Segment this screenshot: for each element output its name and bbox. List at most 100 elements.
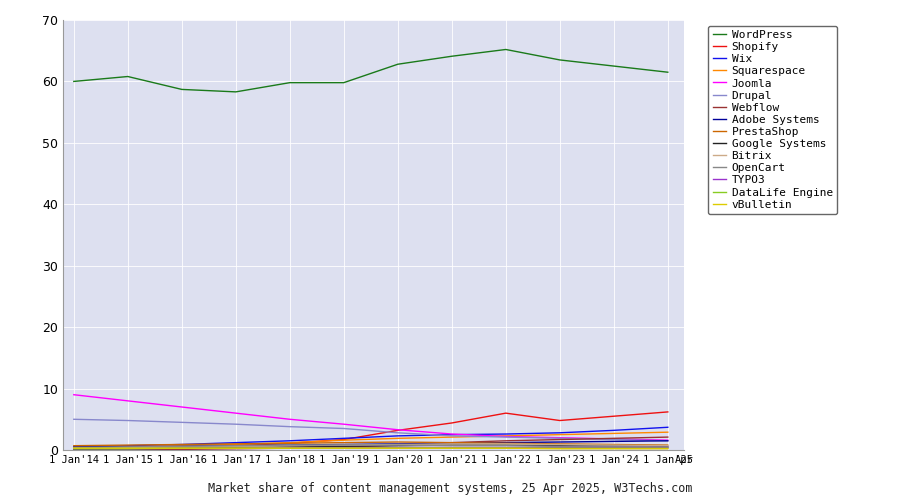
Webflow	[554, 436, 565, 442]
OpenCart	[392, 442, 403, 448]
Shopify	[662, 409, 673, 415]
Joomla	[392, 426, 403, 432]
vBulletin	[500, 445, 511, 451]
Shopify	[230, 442, 241, 448]
TYPO3	[662, 444, 673, 450]
Squarespace	[176, 442, 187, 448]
PrestaShop	[122, 442, 133, 448]
Google Systems	[500, 442, 511, 448]
Line: Drupal: Drupal	[74, 420, 668, 441]
vBulletin	[554, 446, 565, 452]
Google Systems	[446, 442, 457, 448]
DataLife Engine	[338, 445, 349, 451]
Shopify	[446, 420, 457, 426]
Joomla	[176, 404, 187, 410]
Joomla	[338, 421, 349, 427]
Google Systems	[122, 446, 133, 452]
Line: Adobe Systems: Adobe Systems	[74, 441, 668, 447]
TYPO3	[338, 444, 349, 450]
Shopify	[122, 445, 133, 451]
Bitrix	[284, 442, 295, 448]
Adobe Systems	[68, 444, 79, 450]
Joomla	[662, 437, 673, 443]
Webflow	[338, 444, 349, 450]
vBulletin	[392, 445, 403, 451]
Bitrix	[554, 442, 565, 448]
Drupal	[68, 416, 79, 422]
Joomla	[608, 436, 619, 442]
TYPO3	[230, 445, 241, 451]
DataLife Engine	[392, 445, 403, 451]
Shopify	[176, 444, 187, 450]
DataLife Engine	[662, 445, 673, 451]
DataLife Engine	[608, 445, 619, 451]
WordPress	[68, 78, 79, 84]
Google Systems	[284, 444, 295, 450]
DataLife Engine	[554, 445, 565, 451]
Drupal	[122, 418, 133, 424]
vBulletin	[284, 445, 295, 451]
Adobe Systems	[122, 444, 133, 450]
Joomla	[122, 398, 133, 404]
Squarespace	[392, 436, 403, 442]
vBulletin	[662, 446, 673, 452]
WordPress	[122, 74, 133, 80]
Bitrix	[446, 441, 457, 447]
WordPress	[662, 69, 673, 75]
DataLife Engine	[500, 445, 511, 451]
OpenCart	[662, 444, 673, 450]
Wix	[500, 431, 511, 437]
Wix	[284, 438, 295, 444]
DataLife Engine	[230, 445, 241, 451]
WordPress	[608, 63, 619, 69]
OpenCart	[608, 444, 619, 450]
WordPress	[554, 57, 565, 63]
Squarespace	[68, 445, 79, 451]
Webflow	[176, 446, 187, 452]
Adobe Systems	[500, 440, 511, 446]
Bitrix	[230, 444, 241, 450]
Drupal	[176, 420, 187, 426]
Drupal	[284, 424, 295, 430]
PrestaShop	[446, 440, 457, 446]
TYPO3	[122, 446, 133, 452]
Legend: WordPress, Shopify, Wix, Squarespace, Joomla, Drupal, Webflow, Adobe Systems, Pr: WordPress, Shopify, Wix, Squarespace, Jo…	[708, 26, 837, 214]
Google Systems	[392, 442, 403, 448]
Adobe Systems	[554, 439, 565, 445]
PrestaShop	[608, 442, 619, 448]
vBulletin	[122, 445, 133, 451]
Squarespace	[230, 442, 241, 448]
TYPO3	[446, 444, 457, 450]
Joomla	[554, 434, 565, 440]
Wix	[338, 436, 349, 442]
Joomla	[446, 431, 457, 437]
Bitrix	[68, 445, 79, 451]
PrestaShop	[338, 440, 349, 446]
Joomla	[500, 434, 511, 440]
vBulletin	[608, 446, 619, 452]
TYPO3	[68, 446, 79, 452]
WordPress	[392, 61, 403, 67]
Drupal	[608, 436, 619, 442]
Webflow	[500, 438, 511, 444]
Bitrix	[392, 442, 403, 448]
Text: Market share of content management systems, 25 Apr 2025, W3Techs.com: Market share of content management syste…	[208, 482, 692, 495]
Joomla	[68, 392, 79, 398]
Google Systems	[662, 444, 673, 450]
Google Systems	[230, 444, 241, 450]
Wix	[608, 428, 619, 434]
Joomla	[230, 410, 241, 416]
Webflow	[608, 436, 619, 442]
Squarespace	[284, 440, 295, 446]
Squarespace	[338, 437, 349, 443]
vBulletin	[230, 445, 241, 451]
Webflow	[68, 447, 79, 453]
Wix	[662, 424, 673, 430]
Wix	[446, 432, 457, 438]
Webflow	[230, 446, 241, 452]
Line: Shopify: Shopify	[74, 412, 668, 449]
TYPO3	[392, 444, 403, 450]
Line: Webflow: Webflow	[74, 437, 668, 450]
Bitrix	[176, 444, 187, 450]
Line: Joomla: Joomla	[74, 394, 668, 440]
